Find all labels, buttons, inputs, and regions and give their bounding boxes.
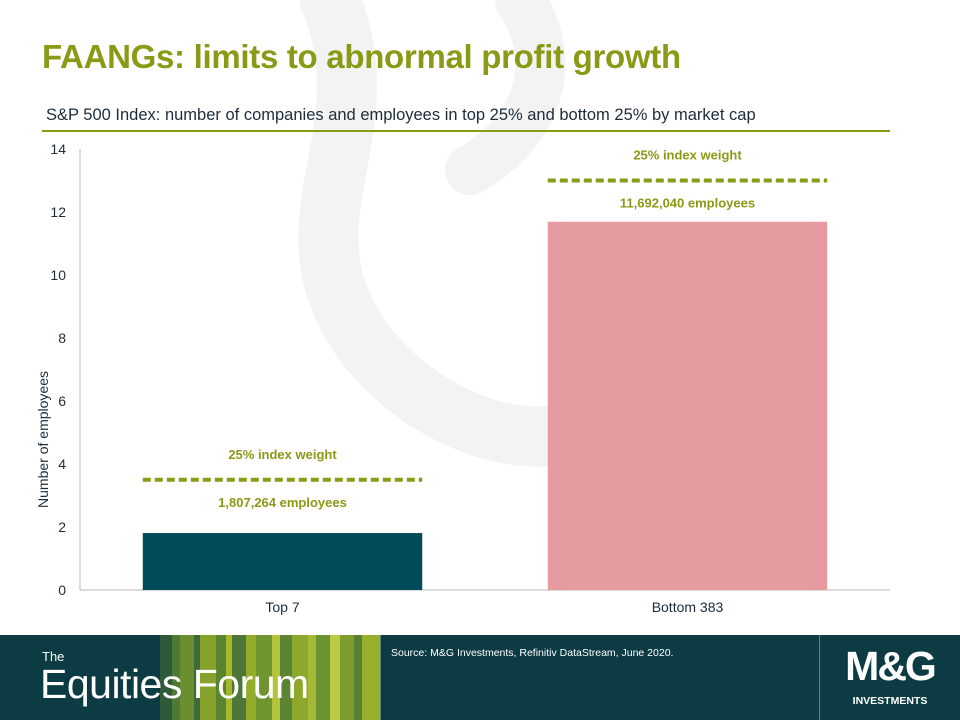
x-tick-label: Top 7	[265, 599, 299, 615]
footer-bar: The Equities Forum Source: M&G Investmen…	[0, 635, 960, 720]
chart-subtitle: S&P 500 Index: number of companies and e…	[46, 106, 756, 124]
y-tick-label: 12	[50, 204, 66, 220]
footer-divider-left	[380, 635, 381, 720]
y-tick-label: 0	[58, 582, 66, 598]
y-tick-label: 4	[58, 456, 66, 472]
brand-the: The	[42, 649, 65, 664]
mg-logo: M&G INVESTMENTS	[834, 643, 946, 713]
y-tick-label: 6	[58, 393, 66, 409]
y-tick-label: 10	[50, 267, 66, 283]
employees-data-label: 1,807,264 employees	[218, 495, 347, 510]
bar-bottom-383	[547, 221, 828, 590]
logo-text: M&G	[845, 643, 937, 689]
y-tick-label: 2	[58, 519, 66, 535]
page-title: FAANGs: limits to abnormal profit growth	[42, 38, 681, 75]
footer-stripes-graphic	[160, 635, 380, 720]
bar-top-7	[142, 533, 423, 590]
y-tick-label: 14	[50, 141, 66, 157]
logo-subtext: INVESTMENTS	[852, 695, 928, 707]
brand-name: Equities Forum	[40, 661, 309, 707]
source-note: Source: M&G Investments, Refinitiv DataS…	[391, 647, 674, 659]
y-tick-label: 8	[58, 330, 66, 346]
index-weight-label: 25% index weight	[228, 447, 337, 462]
x-tick-label: Bottom 383	[652, 599, 724, 615]
employees-bar-chart: 0 2 4 6 8 10 12 14 Number of employees Top 7 25% i…	[35, 141, 890, 615]
footer-divider-right	[819, 635, 820, 720]
employees-data-label: 11,692,040 employees	[620, 196, 755, 211]
index-weight-label: 25% index weight	[633, 148, 742, 163]
y-axis-label: Number of employees	[35, 371, 51, 508]
title-divider	[42, 130, 890, 132]
